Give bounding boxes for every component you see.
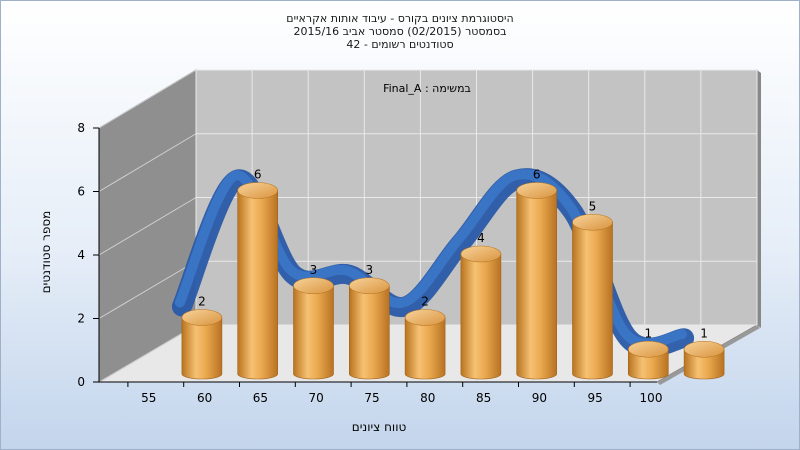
chart-title-line-3: סטודנטים רשומים - 42: [346, 38, 454, 51]
bar: [237, 182, 279, 380]
x-tick-label: 65: [253, 391, 268, 405]
x-tick-label: 70: [309, 391, 324, 405]
bar-top: [293, 277, 334, 295]
bar-top: [348, 277, 390, 295]
bar-value-label: 6: [533, 168, 541, 182]
y-tick-label: 0: [77, 375, 85, 389]
y-tick-label: 8: [77, 121, 85, 135]
bar-value-label: 6: [254, 168, 262, 182]
gridline-side: [98, 197, 197, 256]
bar-top: [237, 182, 279, 199]
chart-title-line-2: בסמסטר (02/2015) סמסטר אביב 2015/16: [293, 25, 507, 38]
bar-top: [627, 340, 669, 358]
gridline-side: [98, 324, 197, 383]
chart-back-wall-edge: [757, 70, 761, 328]
bar-body: [683, 348, 725, 380]
bar-top: [683, 340, 725, 358]
chart-annotation: Final_A : במשימה: [383, 82, 471, 95]
bar-value-label: 2: [421, 295, 429, 309]
bar-body: [293, 285, 334, 380]
bar-body: [181, 317, 223, 380]
bar-top: [460, 245, 502, 263]
bar-top: [516, 182, 558, 199]
x-tick-label: 55: [141, 391, 156, 405]
x-tick-label: 80: [420, 391, 435, 405]
bar: [627, 340, 669, 380]
chart-title-line-1: היסטוגרמת ציונים בקורס - עיבוד אותות אקר…: [286, 12, 514, 25]
bar-value-label: 1: [644, 326, 652, 340]
bar: [683, 340, 725, 380]
gridline-side: [98, 260, 197, 319]
bar: [404, 309, 446, 380]
bar-top: [181, 309, 223, 326]
x-tick-label: 85: [476, 391, 491, 405]
bar-body: [628, 348, 669, 380]
x-tick-label: 60: [197, 391, 212, 405]
x-tick-label: 100: [640, 391, 663, 405]
bar-value-label: 5: [589, 199, 597, 213]
y-axis-title: מספר סטודנטים: [39, 211, 53, 294]
bar: [460, 245, 502, 380]
bar-value-label: 4: [477, 231, 485, 245]
bar-value-label: 1: [700, 326, 708, 340]
bar-body: [460, 253, 502, 380]
y-tick-label: 4: [77, 248, 85, 262]
x-tick-label: 75: [364, 391, 379, 405]
bar-value-label: 2: [198, 295, 206, 309]
bar: [516, 182, 558, 380]
x-tick-label: 95: [588, 391, 603, 405]
bar-body: [572, 221, 613, 380]
x-tick-label: 90: [532, 391, 547, 405]
bar: [293, 277, 334, 380]
bar-value-label: 3: [365, 263, 373, 277]
bar-top: [404, 309, 446, 326]
y-tick-label: 6: [77, 185, 85, 199]
bar-body: [516, 190, 557, 380]
y-tick-label: 2: [77, 312, 85, 326]
gridline-side: [98, 133, 197, 192]
gridline-side: [98, 69, 197, 129]
bar-body: [237, 190, 278, 380]
x-axis-title: טווח ציונים: [352, 420, 407, 434]
bar: [348, 277, 390, 380]
bar: [181, 309, 223, 380]
bar-top: [572, 213, 613, 231]
bar-body: [404, 317, 446, 380]
bar: [572, 213, 613, 380]
bar-value-label: 3: [310, 263, 318, 277]
bar-body: [349, 285, 390, 380]
